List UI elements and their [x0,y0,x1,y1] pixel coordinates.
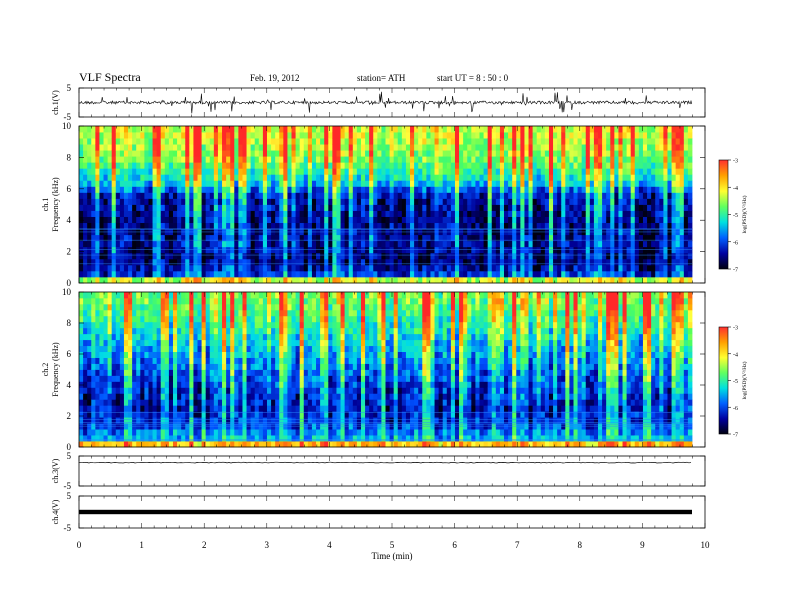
ch2-spectrogram-ylabel: ch.2 [41,363,50,377]
x-tick-label: 9 [640,540,645,550]
y-tick-label: 4 [67,215,72,225]
y-tick-label: 10 [62,287,72,297]
x-tick-label: 8 [578,540,583,550]
ch1-spectrogram-image [79,126,693,284]
y-tick-label: 10 [62,121,72,131]
x-tick-label: 6 [452,540,457,550]
y-tick-label: 5 [67,451,72,461]
x-tick-label: 7 [515,540,520,550]
x-tick-label: 1 [139,540,144,550]
colorbar-tick-label: -3 [733,159,738,165]
ch1-spectrogram-ylabel-unit: Frequency (kHz) [51,177,60,232]
x-tick-label: 2 [202,540,207,550]
y-tick-label: 4 [67,380,72,390]
y-tick-label: 6 [67,184,72,194]
station-label: station= ATH [357,73,406,83]
y-tick-label: 5 [67,491,72,501]
x-axis-title: Time (min) [372,551,413,561]
y-tick-label: 5 [67,83,72,93]
ch3-waveform-trace [78,461,692,464]
y-tick-label: 0 [67,442,72,452]
ch1-waveform-trace [78,91,693,114]
y-tick-label: 6 [67,349,72,359]
date-label: Feb. 19, 2012 [250,73,300,83]
colorbar-tick-label: -4 [733,186,738,192]
start-time-label: start UT = 8 : 50 : 0 [437,73,509,83]
ch3-waveform-ylabel: ch.3(V) [51,458,60,483]
ch2-spectrogram-image [79,292,693,448]
colorbar-tick-label: -7 [733,268,738,274]
y-tick-label: 0 [67,278,72,288]
x-tick-label: 3 [265,540,270,550]
ch1-spectrogram-ylabel: ch.1 [41,198,50,212]
ch4-waveform-trace [79,509,692,515]
x-tick-label: 0 [77,540,82,550]
y-tick-label: -5 [64,481,72,491]
colorbar-tick-label: -7 [733,433,738,439]
colorbar-tick-label: -6 [733,406,738,412]
y-tick-label: 8 [67,318,72,328]
x-tick-label: 10 [701,540,711,550]
colorbar-label: log(PSD)(V²/Hz) [741,361,748,399]
colorbar-ch2-spectrogram [718,326,729,435]
colorbar-tick-label: -6 [733,240,738,246]
ch2-spectrogram-ylabel-unit: Frequency (kHz) [51,342,60,397]
y-tick-label: -5 [64,523,72,533]
y-tick-label: 2 [67,411,72,421]
colorbar-tick-label: -4 [733,352,738,358]
ch4-waveform-ylabel: ch.4(V) [51,499,60,524]
colorbar-tick-label: -3 [733,326,738,332]
colorbar-ch1-spectrogram [718,159,729,270]
x-tick-label: 5 [390,540,395,550]
y-tick-label: -5 [64,112,72,122]
ch1-waveform-ylabel: ch.1(V) [51,90,60,115]
x-tick-label: 4 [327,540,332,550]
figure-title: VLF Spectra [79,70,141,84]
y-tick-label: 2 [67,247,72,257]
colorbar-tick-label: -5 [733,379,738,385]
colorbar-label: log(PSD)(V²/Hz) [741,195,748,233]
colorbar-tick-label: -5 [733,213,738,219]
y-tick-label: 8 [67,152,72,162]
